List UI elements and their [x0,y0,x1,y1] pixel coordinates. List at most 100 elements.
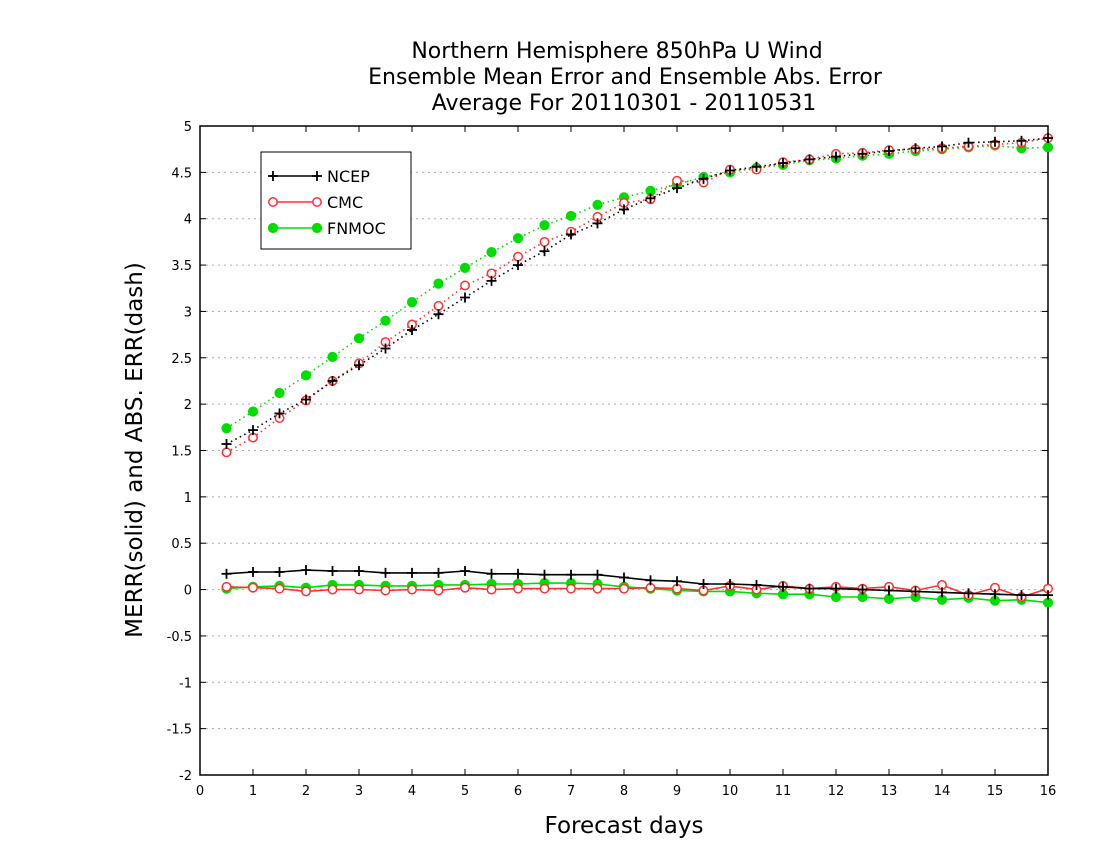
abs-err-point [433,278,444,289]
y-tick-label: 3.5 [171,259,192,274]
x-tick-label: 5 [461,784,469,799]
mean-err-point [725,579,735,590]
axes: -2-1.5-1-0.500.511.522.533.544.550 1 2 3 4 5 6… [167,120,1057,799]
mean-err-point [460,582,470,593]
abs-err-point [247,406,259,417]
legend-marker [267,222,279,234]
abs-err-point [513,260,523,271]
mean-err-point [619,572,629,583]
y-tick-label: -0.5 [167,630,192,645]
abs-err-point [884,146,894,157]
abs-err-point [459,262,471,273]
mean-err-point [619,583,629,594]
mean-err-point [566,569,576,580]
mean-err-line-ncep [226,569,1048,596]
y-axis-label: MERR(solid) and ABS. ERR(dash) [122,262,148,638]
abs-err-point [1016,135,1027,146]
mean-err-point [539,583,550,594]
y-tick-label: -1.5 [167,723,192,738]
x-tick-label: 16 [1040,784,1057,799]
mean-err-point [804,583,815,594]
abs-err-point [592,218,603,229]
abs-err-point [539,246,550,257]
abs-err-point [619,204,629,215]
title-line-3: Average For 20110301 - 20110531 [432,91,817,116]
y-tick-label: 0 [184,584,192,599]
mean-err-point [486,584,497,595]
mean-err-point [566,583,576,594]
y-tick-label: 1.5 [171,445,192,460]
abs-err-point [460,280,470,291]
x-tick-label: 1 [249,784,257,799]
y-tick-label: -2 [179,769,192,784]
abs-err-point [486,275,497,286]
abs-err-point [592,199,603,210]
x-tick-label: 8 [620,784,628,799]
mean-err-point [778,581,788,592]
mean-err-point [407,567,417,578]
abs-err-point [566,229,576,240]
y-tick-label: 3 [184,305,192,320]
chart-title: Northern Hemisphere 850hPa U Wind Ensemb… [368,39,883,116]
abs-err-point [539,236,550,247]
legend: NCEP CMC FNMOC [260,151,412,250]
abs-err-point [565,210,577,222]
abs-err-point [910,143,921,154]
mean-err-point [354,584,364,595]
y-tick-label: 5 [184,120,192,135]
x-tick-label: 10 [722,784,739,799]
abs-err-point [433,309,444,320]
mean-err-point [910,586,921,597]
abs-err-point [990,136,1000,147]
abs-err-point [274,408,285,419]
x-tick-label: 11 [775,784,792,799]
mean-err-point [751,579,762,590]
x-tick-label: 6 [514,784,522,799]
abs-err-point [486,246,497,258]
abs-err-point [300,370,312,381]
abs-err-point [698,173,709,184]
abs-err-point [354,360,364,371]
x-tick-label: 3 [355,784,363,799]
mean-err-point [274,583,285,594]
x-tick-label: 0 [196,784,204,799]
abs-err-line-cmc [226,137,1049,454]
x-tick-label: 9 [673,784,681,799]
legend-entry-cmc: CMC [268,193,363,212]
mean-err-point [672,576,682,587]
abs-err-point [221,439,232,450]
mean-err-point [248,582,258,593]
abs-err-point [221,447,232,458]
mean-err-point [1016,590,1027,601]
y-tick-label: 2.5 [171,352,192,367]
x-tick-label: 12 [828,784,845,799]
abs-err-point [301,394,311,405]
mean-err-point [513,583,523,594]
y-tick-label: 4 [184,213,192,228]
mean-err-point [327,584,338,595]
abs-err-point [513,251,523,262]
mean-err-point [221,581,232,592]
x-axis-label: Forecast days [545,813,704,839]
x-tick-label: 15 [987,784,1004,799]
abs-err-point [937,141,947,152]
grid [200,171,1048,730]
y-tick-label: 2 [184,398,192,413]
legend-marker [268,171,278,181]
abs-err-point [221,423,232,434]
y-tick-label: 0.5 [171,537,192,552]
legend-marker [312,171,322,181]
abs-err-point [353,333,365,344]
abs-err-point [327,375,338,386]
abs-err-point [406,297,418,308]
title-line-1: Northern Hemisphere 850hPa U Wind [411,39,822,64]
y-tick-label: 1 [184,491,192,506]
abs-err-point [778,158,788,169]
abs-err-point [327,351,338,362]
mean-err-point [433,585,444,596]
mean-err-point [884,585,894,596]
abs-err-point [380,343,391,354]
mean-err-point [513,568,523,579]
legend-label: FNMOC [327,219,386,238]
